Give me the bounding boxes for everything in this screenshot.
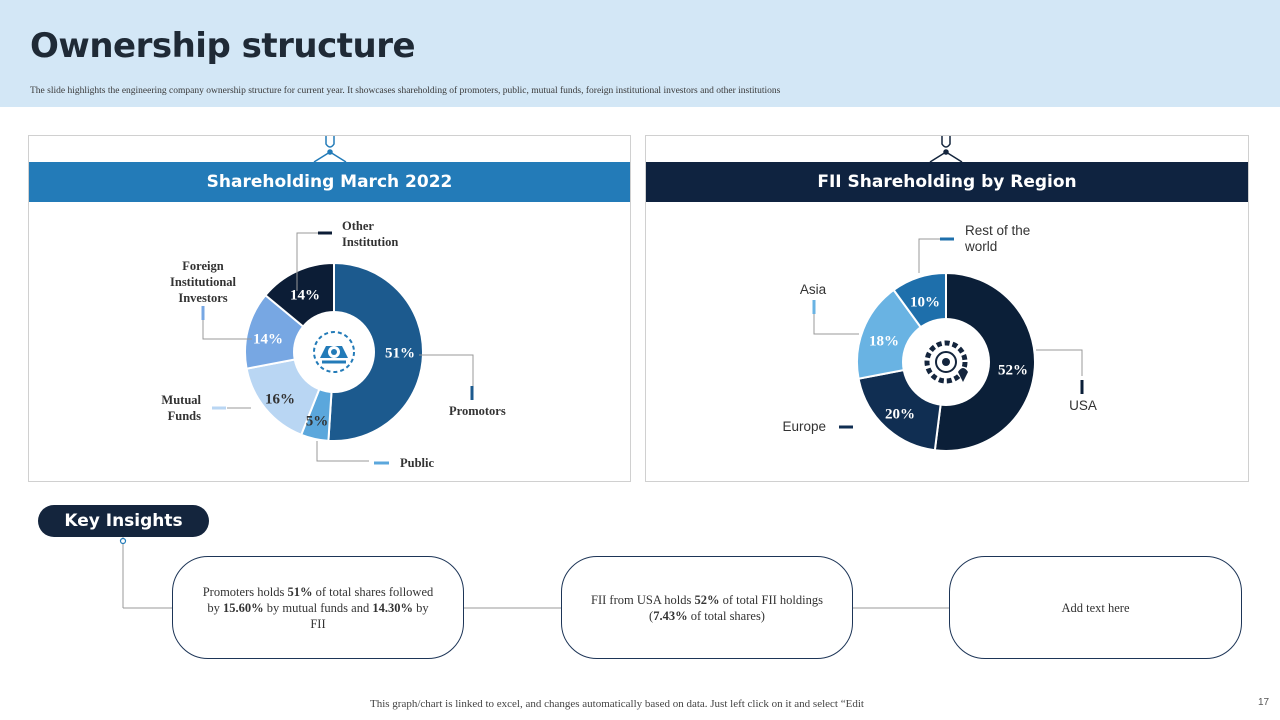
category-label-public: Public	[400, 456, 434, 470]
category-label-asia: Asia	[800, 282, 827, 297]
insight-box-placeholder[interactable]: Add text here	[949, 556, 1242, 659]
insight-box-fii: FII from USA holds 52% of total FII hold…	[561, 556, 853, 659]
data-label-asia: 18%	[869, 333, 899, 349]
key-insights-label: Key Insights	[38, 505, 209, 537]
fii-region-heading: FII Shareholding by Region	[646, 162, 1248, 202]
category-label-other-institution: Other Institution	[342, 219, 398, 249]
category-label-mutual-funds: Mutual Funds	[161, 393, 201, 423]
fii-region-chart[interactable]: 52% USA 20% Europe 18% Asia 10% Rest of the worl…	[646, 136, 1248, 481]
category-label-promotors: Promotors	[449, 404, 506, 418]
page-number: 17	[1258, 697, 1270, 708]
fii-region-labels: 52% USA 20% Europe 18% Asia 10% Rest of the worl…	[782, 223, 1096, 434]
data-label-other-institution: 14%	[290, 287, 320, 303]
hanger-icon	[929, 136, 963, 163]
data-label-mutual-funds: 16%	[265, 391, 295, 407]
page-subtitle: The slide highlights the engineering com…	[30, 86, 781, 96]
shareholding-panel: Shareholding March 2022 51% Promotors 5% Pu…	[28, 135, 631, 482]
data-label-usa: 52%	[998, 362, 1028, 378]
data-label-rest-of-the-world: 10%	[910, 294, 940, 310]
category-label-foreign-institutional-investors: Foreign Institutional Investors	[170, 259, 237, 305]
shareholding-heading: Shareholding March 2022	[29, 162, 630, 202]
data-label-promotors: 51%	[385, 345, 415, 361]
shareholding-labels: 51% Promotors 5% Public 16% Mutual Funds 14% For…	[161, 219, 505, 470]
data-label-europe: 20%	[885, 406, 915, 422]
leader-line	[316, 441, 369, 462]
leader-line	[813, 314, 859, 335]
insight-box-promoters: Promoters holds 51% of total shares foll…	[172, 556, 464, 659]
shareholding-chart[interactable]: 51% Promotors 5% Public 16% Mutual Funds 14% For…	[29, 136, 630, 481]
category-label-europe: Europe	[782, 419, 826, 434]
leader-line	[419, 354, 474, 400]
category-label-rest-of-the-world: Rest of the world	[964, 223, 1030, 254]
data-label-foreign-institutional-investors: 14%	[253, 331, 283, 347]
leader-line	[296, 232, 319, 291]
footer-note: This graph/chart is linked to excel, and…	[370, 698, 864, 710]
fii-region-panel: FII Shareholding by Region 52% USA 20% Euro…	[645, 135, 1249, 482]
leader-line	[918, 238, 940, 273]
leader-line	[1036, 349, 1083, 376]
header-band: Ownership structure The slide highlights…	[0, 0, 1280, 107]
data-label-public: 5%	[306, 413, 329, 429]
category-label-usa: USA	[1069, 398, 1097, 413]
gear-hand-icon	[313, 331, 355, 373]
page-title: Ownership structure	[30, 26, 416, 66]
gear-location-icon	[924, 340, 968, 384]
hanger-icon	[313, 136, 347, 163]
leader-line	[202, 319, 252, 340]
